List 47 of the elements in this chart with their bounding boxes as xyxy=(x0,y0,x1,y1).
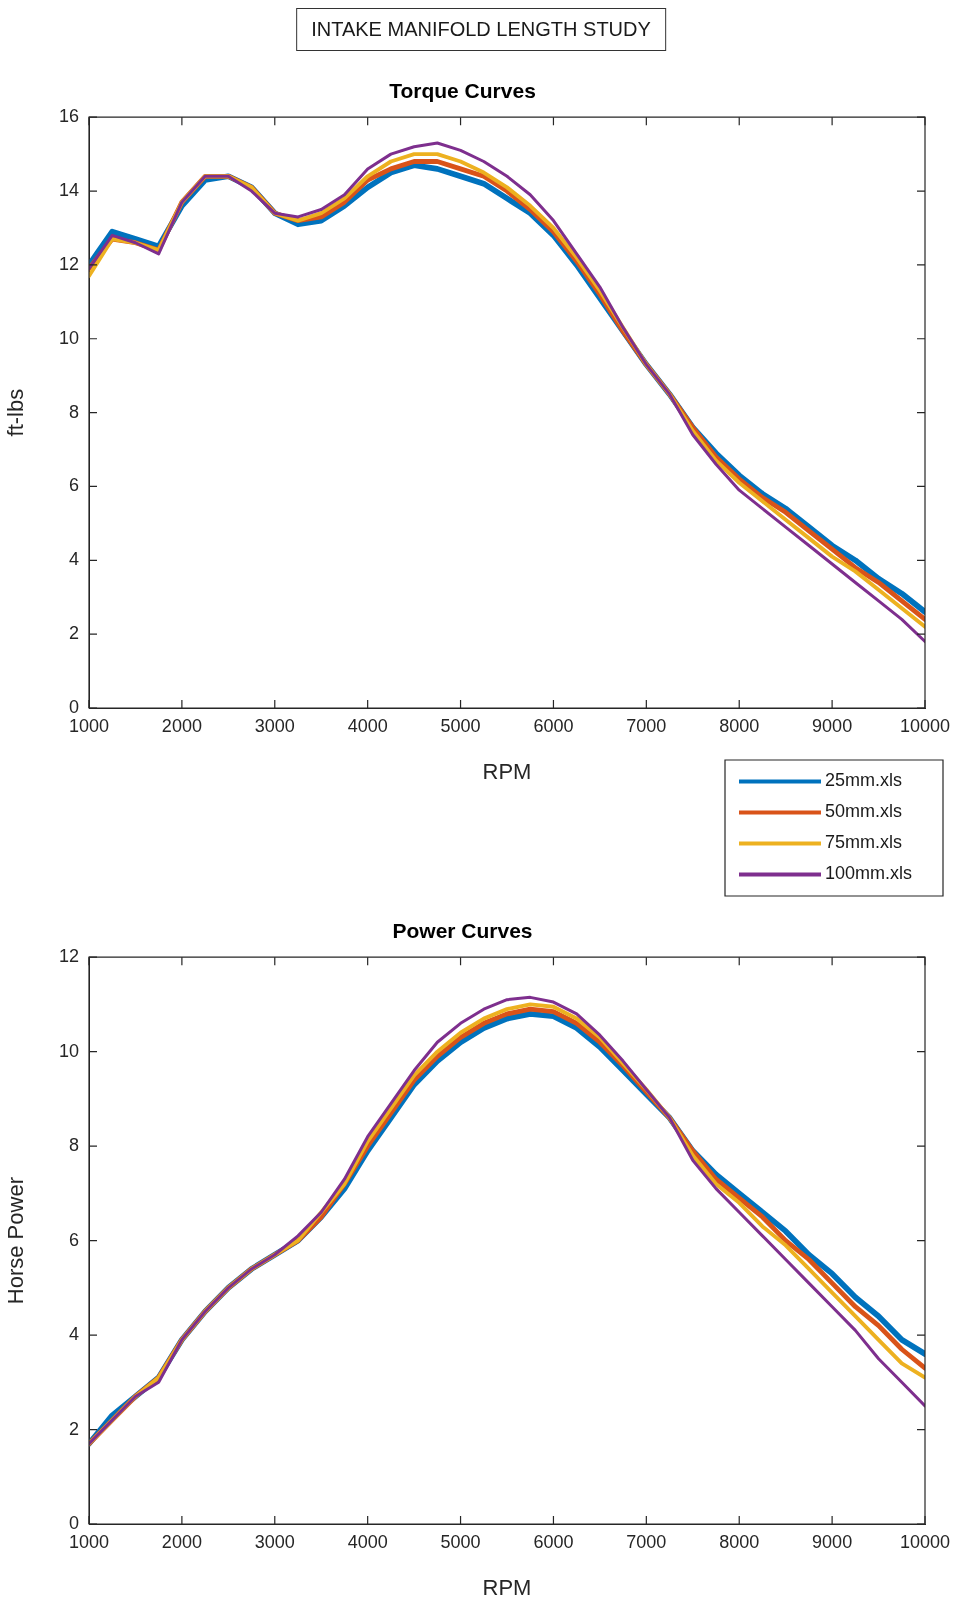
y-tick-label: 14 xyxy=(58,180,79,201)
legend-label: 100mm.xls xyxy=(825,863,913,884)
legend-label: 50mm.xls xyxy=(825,801,903,822)
legend-label: 75mm.xls xyxy=(825,832,903,853)
y-tick-label: 10 xyxy=(58,327,79,348)
x-tick-label: 2000 xyxy=(161,1531,202,1552)
x-tick-label: 8000 xyxy=(719,715,760,736)
x-tick-label: 9000 xyxy=(812,1531,853,1552)
legend-label: 25mm.xls xyxy=(825,770,903,791)
y-tick-label: 12 xyxy=(58,253,79,274)
chart-title: Power Curves xyxy=(392,919,533,943)
x-tick-label: 1000 xyxy=(68,1531,110,1552)
y-tick-label: 2 xyxy=(68,623,79,644)
x-tick-label: 7000 xyxy=(626,1531,667,1552)
x-axis-title: RPM xyxy=(482,1574,532,1600)
y-tick-label: 0 xyxy=(68,1512,79,1533)
chart-title: Torque Curves xyxy=(389,79,536,103)
y-tick-label: 8 xyxy=(68,1135,79,1156)
x-tick-label: 2000 xyxy=(161,715,202,736)
y-tick-label: 4 xyxy=(68,1324,79,1345)
x-tick-label: 6000 xyxy=(533,715,574,736)
x-tick-label: 7000 xyxy=(626,715,667,736)
y-tick-label: 10 xyxy=(58,1040,79,1061)
y-tick-label: 6 xyxy=(68,1229,79,1250)
y-tick-label: 4 xyxy=(68,549,79,570)
x-tick-label: 10000 xyxy=(899,715,951,736)
y-axis-title: Horse Power xyxy=(3,1177,29,1305)
x-tick-label: 3000 xyxy=(254,1531,295,1552)
x-tick-label: 1000 xyxy=(68,715,110,736)
y-tick-label: 2 xyxy=(68,1418,79,1439)
y-tick-label: 0 xyxy=(68,696,79,717)
x-tick-label: 5000 xyxy=(440,1531,481,1552)
x-tick-label: 4000 xyxy=(347,1531,388,1552)
y-tick-label: 16 xyxy=(58,106,79,127)
x-tick-label: 6000 xyxy=(533,1531,574,1552)
x-tick-label: 9000 xyxy=(812,715,853,736)
y-tick-label: 12 xyxy=(58,946,79,967)
y-axis-title: ft-lbs xyxy=(3,388,29,437)
y-tick-label: 6 xyxy=(68,475,79,496)
x-tick-label: 5000 xyxy=(440,715,481,736)
text: INTAKE MANIFOLD LENGTH STUDY xyxy=(296,8,666,51)
x-tick-label: 8000 xyxy=(719,1531,760,1552)
x-tick-label: 10000 xyxy=(899,1531,951,1552)
y-tick-label: 8 xyxy=(68,401,79,422)
x-tick-label: 3000 xyxy=(254,715,295,736)
x-axis-title: RPM xyxy=(482,758,532,784)
x-tick-label: 4000 xyxy=(347,715,388,736)
